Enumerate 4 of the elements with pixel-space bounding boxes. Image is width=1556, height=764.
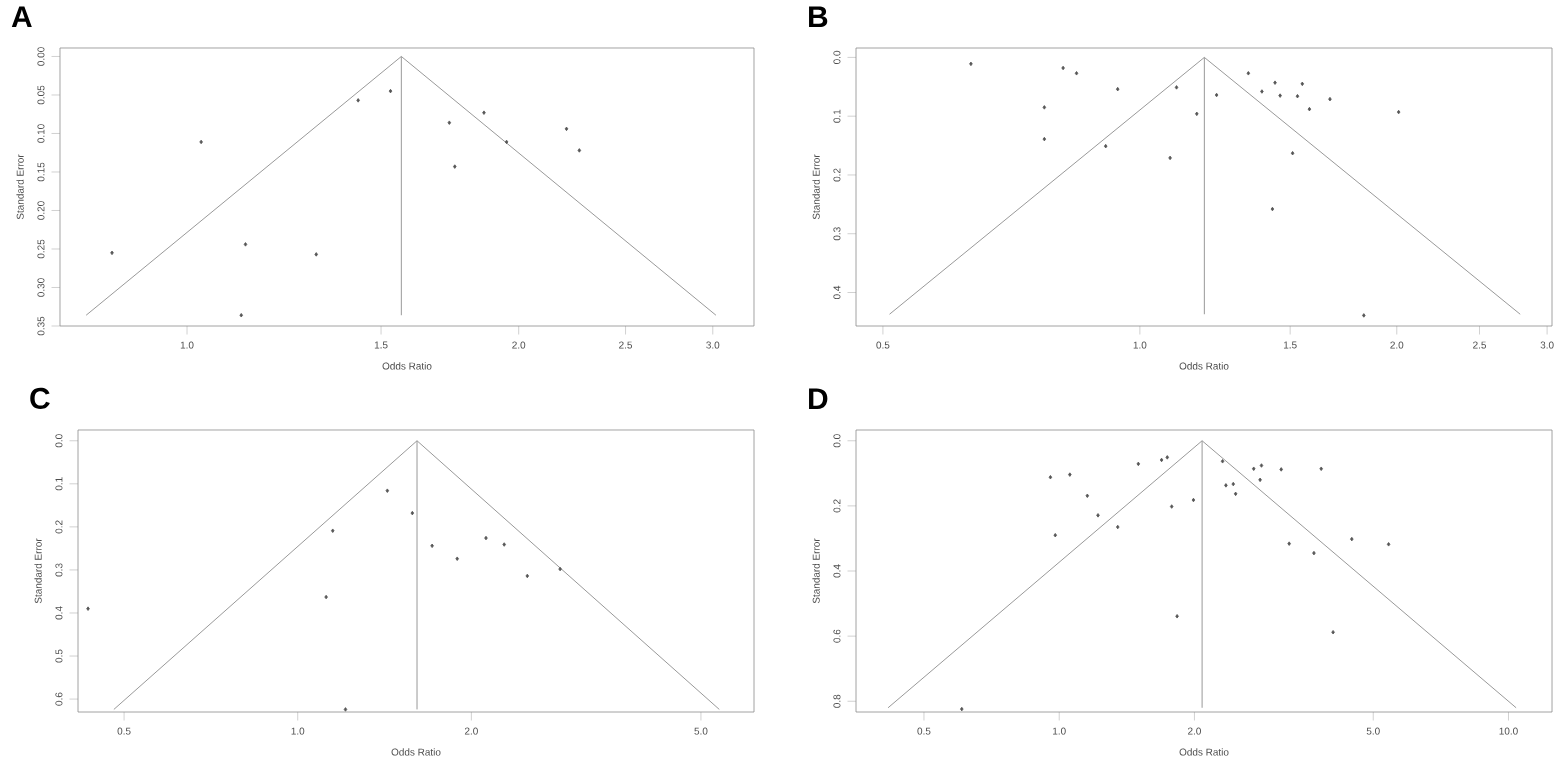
chart-title: D <box>809 388 828 410</box>
chart-title: C <box>30 387 50 409</box>
chart-title: A <box>11 6 32 27</box>
chart-title: B <box>809 6 828 27</box>
